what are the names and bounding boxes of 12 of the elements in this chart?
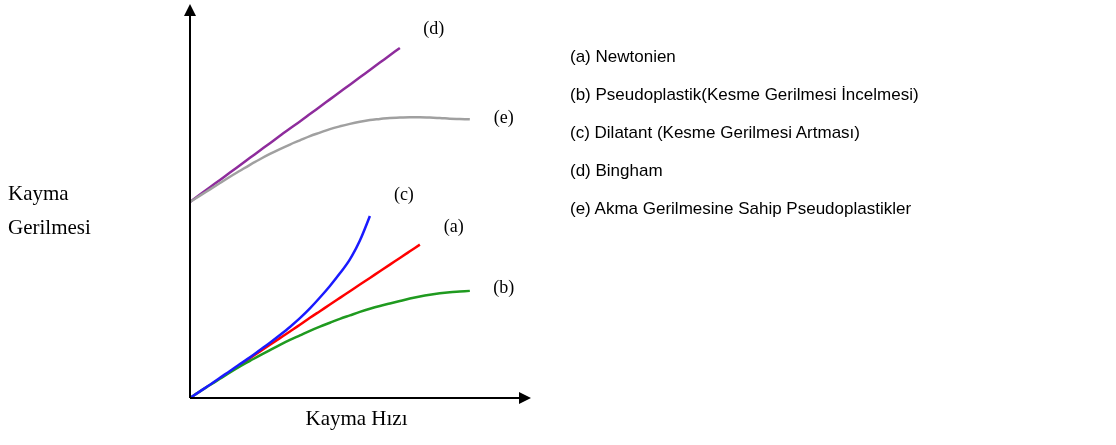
series-label: (e) (493, 107, 514, 129)
text: (e) Akma Gerilmesine Sahip Pseudoplastikler (570, 198, 913, 220)
series-label: (d) (423, 17, 445, 39)
series-label: (a) (443, 216, 464, 238)
series-label: (b) (493, 277, 515, 299)
series-label: (c) (393, 184, 414, 206)
x-axis-title: Kayma Hızı (304, 406, 409, 431)
y-axis-title: Kayma Gerilmesi (8, 180, 92, 241)
text: (c) Dilatant (Kesme Gerilmesi Artması) (570, 122, 861, 144)
text: (a) Newtonien (570, 46, 677, 68)
text: (b) Pseudoplastik(Kesme Gerilmesi İncelmesi) (570, 84, 919, 106)
text: (d) Bingham (570, 160, 664, 182)
